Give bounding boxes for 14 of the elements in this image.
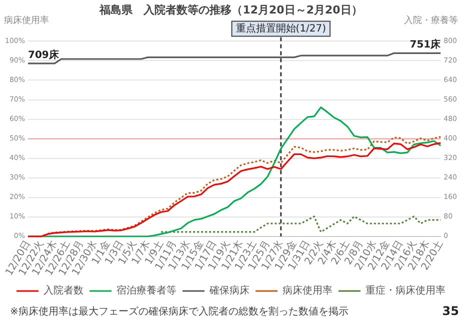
text: 35	[442, 304, 459, 318]
ref-line-label: 重点措置開始(1/27)	[236, 22, 326, 34]
y-axis-title: 病床使用率	[4, 15, 49, 26]
data-label: 709床	[28, 48, 60, 61]
chart-title: 福島県 入院者数等の推移（12月20日～2月20日）	[98, 3, 362, 16]
y2-axis-title: 入院・療養等	[404, 15, 458, 26]
legend-label: 確保病床	[208, 284, 250, 297]
legend-label: 病床使用率	[282, 284, 332, 297]
legend-label: 入院者数	[44, 284, 84, 297]
text: ※病床使用率は最大フェーズの確保病床で入院者の総数を割った数値を掲示	[10, 306, 348, 318]
line-series	[160, 216, 442, 233]
data-label: 751床	[410, 38, 442, 51]
legend-label: 宿泊療養者等	[116, 284, 176, 297]
legend-label: 重症・病床使用率	[366, 284, 446, 297]
